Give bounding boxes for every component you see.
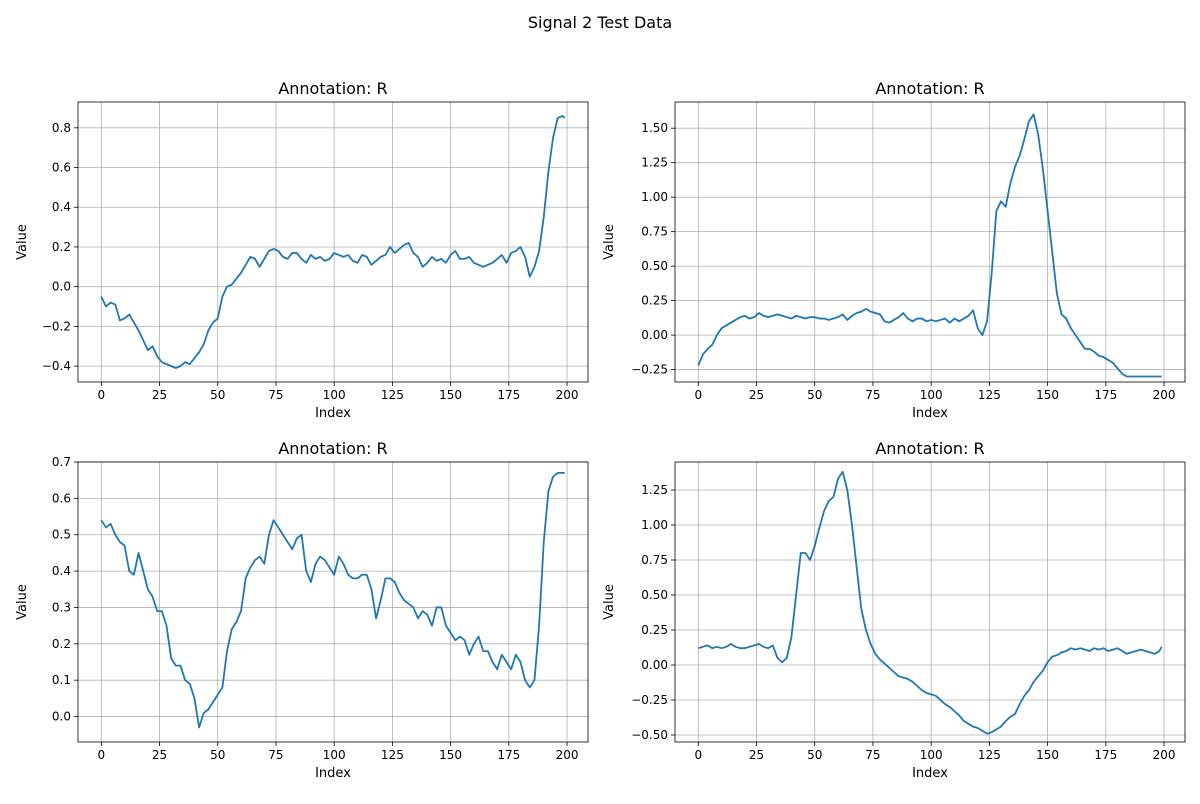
y-tick-label: −0.25 (631, 363, 668, 377)
y-tick-label: 0.00 (641, 658, 668, 672)
x-tick-label: 175 (497, 748, 520, 762)
x-tick-label: 125 (978, 748, 1001, 762)
subplot-title: Annotation: R (875, 79, 984, 98)
x-tick-label: 125 (381, 388, 404, 402)
x-tick-label: 125 (978, 388, 1001, 402)
y-tick-label: 1.25 (641, 156, 668, 170)
x-tick-label: 0 (694, 748, 702, 762)
plot-frame (674, 101, 1186, 383)
x-axis-label: Index (912, 406, 948, 421)
subplot-4: 0 25 50 75 100 125 150 175 200 −0.50 −0.25 0.00 0.25… (602, 439, 1186, 781)
x-tick-label: 100 (323, 748, 346, 762)
x-tick-label: 175 (497, 388, 520, 402)
subplot-title: Annotation: R (278, 439, 387, 458)
x-tick-label: 25 (152, 388, 167, 402)
x-tick-label: 200 (556, 388, 579, 402)
plot-frame (674, 461, 1186, 743)
x-tick-label: 150 (439, 388, 462, 402)
x-tick-label: 0 (97, 388, 105, 402)
x-tick-label: 50 (807, 748, 822, 762)
y-tick-label: 0.4 (52, 564, 71, 578)
y-tick-label: 0.50 (641, 259, 668, 273)
y-axis-label: Value (602, 584, 617, 620)
y-tick-label: 0.2 (52, 240, 71, 254)
subplot-2: 0 25 50 75 100 125 150 175 200 −0.25 0.00 0.25 0.50 0… (602, 79, 1186, 421)
y-tick-label: 0.2 (52, 637, 71, 651)
plot-frame (77, 101, 589, 383)
x-tick-label: 0 (97, 748, 105, 762)
y-tick-label: 0.7 (52, 455, 71, 469)
y-tick-label: 1.00 (641, 518, 668, 532)
x-tick-label: 150 (1036, 388, 1059, 402)
series-line (698, 470, 1163, 735)
y-tick-label: 0.8 (52, 121, 71, 135)
y-tick-label: 0.5 (52, 528, 71, 542)
y-tick-label: 1.50 (641, 121, 668, 135)
series-line (100, 115, 566, 369)
series-line (697, 113, 1162, 378)
x-tick-label: 75 (865, 388, 880, 402)
x-tick-label: 150 (1036, 748, 1059, 762)
y-tick-label: 0.1 (52, 673, 71, 687)
y-tick-label: 0.4 (52, 200, 71, 214)
x-tick-label: 25 (749, 748, 764, 762)
x-tick-label: 175 (1094, 748, 1117, 762)
x-tick-label: 100 (920, 388, 943, 402)
y-axis-label: Value (15, 224, 30, 260)
x-tick-label: 50 (210, 748, 225, 762)
x-tick-label: 25 (152, 748, 167, 762)
y-tick-label: 0.6 (52, 491, 71, 505)
subplot-title: Annotation: R (875, 439, 984, 458)
x-tick-label: 150 (439, 748, 462, 762)
x-tick-label: 125 (381, 748, 404, 762)
x-tick-label: 100 (920, 748, 943, 762)
x-axis-label: Index (315, 766, 351, 781)
x-tick-label: 50 (210, 388, 225, 402)
plot-frame (77, 461, 589, 743)
x-tick-label: 25 (749, 388, 764, 402)
y-tick-label: 1.25 (641, 483, 668, 497)
x-tick-label: 175 (1094, 388, 1117, 402)
x-tick-label: 50 (807, 388, 822, 402)
y-tick-label: −0.2 (42, 319, 71, 333)
x-tick-label: 100 (323, 388, 346, 402)
y-tick-label: 1.00 (641, 190, 668, 204)
x-tick-label: 0 (694, 388, 702, 402)
subplot-3: 0 25 50 75 100 125 150 175 200 0.0 0.1 0.2 0.3 0.4 0.5… (15, 439, 589, 781)
x-tick-label: 200 (1153, 388, 1176, 402)
x-tick-label: 75 (268, 748, 283, 762)
x-tick-label: 200 (556, 748, 579, 762)
x-tick-label: 75 (865, 748, 880, 762)
subplot-1: 0 25 50 75 100 125 150 175 200 −0.4 −0.2 0.0 0.2 0.4 0… (15, 79, 589, 421)
x-axis-label: Index (315, 406, 351, 421)
y-tick-label: 0.50 (641, 588, 668, 602)
y-tick-label: 0.75 (641, 553, 668, 567)
y-tick-label: 0.25 (641, 294, 668, 308)
figure-title: Signal 2 Test Data (527, 13, 673, 32)
subplot-title: Annotation: R (278, 79, 387, 98)
y-tick-label: 0.0 (52, 710, 71, 724)
y-axis-label: Value (602, 224, 617, 260)
y-tick-label: 0.25 (641, 623, 668, 637)
y-tick-label: 0.3 (52, 600, 71, 614)
y-tick-label: −0.50 (631, 728, 668, 742)
y-tick-label: 0.00 (641, 328, 668, 342)
y-tick-label: 0.0 (52, 280, 71, 294)
y-tick-label: 0.6 (52, 161, 71, 175)
x-tick-label: 75 (268, 388, 283, 402)
y-tick-label: −0.4 (42, 359, 71, 373)
x-axis-label: Index (912, 766, 948, 781)
y-tick-label: 0.75 (641, 225, 668, 239)
y-tick-label: −0.25 (631, 693, 668, 707)
series-line (100, 472, 565, 729)
x-tick-label: 200 (1153, 748, 1176, 762)
y-axis-label: Value (15, 584, 30, 620)
